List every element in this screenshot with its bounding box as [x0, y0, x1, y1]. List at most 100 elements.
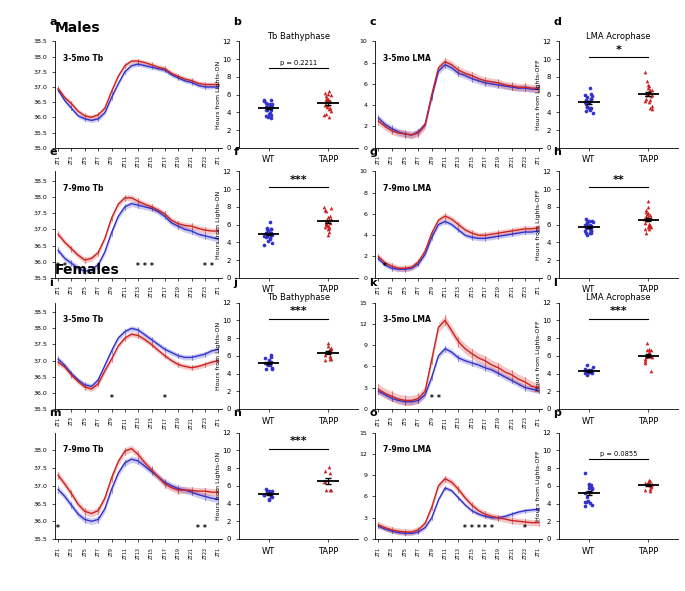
Point — [266, 105, 277, 114]
Point — [323, 90, 334, 99]
Point — [584, 365, 595, 375]
Point — [644, 222, 655, 231]
Point — [647, 86, 658, 95]
Point — [642, 351, 653, 361]
Point — [639, 354, 650, 363]
Point — [580, 226, 590, 236]
Point — [640, 215, 651, 225]
Point — [580, 468, 590, 478]
Point — [645, 476, 656, 486]
Point — [643, 208, 653, 217]
Text: g: g — [370, 147, 377, 157]
Point — [264, 99, 275, 108]
Title: Tb Bathyphase: Tb Bathyphase — [266, 31, 330, 41]
Point — [586, 226, 597, 236]
Point — [640, 224, 651, 233]
Point — [582, 360, 593, 369]
Point — [643, 477, 653, 486]
Point — [319, 88, 330, 98]
Point — [644, 87, 655, 96]
Y-axis label: Hours from Lights-ON: Hours from Lights-ON — [216, 322, 221, 390]
Point — [647, 90, 658, 100]
Point — [646, 480, 657, 490]
Text: c: c — [370, 17, 376, 27]
Point — [321, 96, 332, 106]
Title: LMA Acrophase: LMA Acrophase — [586, 293, 651, 302]
Point — [586, 221, 597, 230]
Point — [581, 223, 592, 232]
Text: k: k — [370, 278, 377, 288]
Point — [646, 92, 657, 101]
Text: *: * — [63, 262, 66, 271]
Point — [586, 365, 597, 375]
Point — [643, 202, 653, 212]
Point — [263, 488, 274, 497]
Text: m: m — [49, 408, 61, 418]
Point — [580, 90, 590, 100]
Point — [587, 362, 598, 372]
Point — [645, 103, 656, 112]
Point — [586, 229, 597, 238]
Point — [640, 212, 651, 221]
Point — [262, 112, 273, 121]
Point — [640, 356, 651, 365]
Point — [262, 488, 273, 498]
Point — [582, 371, 593, 380]
Point — [326, 344, 337, 353]
Point — [323, 86, 334, 95]
Point — [321, 217, 332, 227]
Point — [586, 91, 597, 100]
Point — [259, 231, 270, 241]
Point — [267, 363, 278, 372]
Text: *: * — [470, 524, 474, 532]
Text: Males: Males — [55, 21, 101, 35]
Point — [262, 224, 273, 233]
Point — [323, 215, 334, 225]
Point — [323, 345, 334, 355]
Point — [581, 214, 592, 223]
Point — [582, 217, 593, 226]
Point — [580, 501, 590, 511]
Point — [580, 220, 590, 230]
Point — [642, 339, 653, 348]
Point — [587, 484, 598, 493]
Point — [325, 343, 336, 353]
Point — [581, 99, 592, 109]
Point — [262, 486, 273, 495]
Point — [262, 359, 273, 368]
Point — [266, 492, 277, 501]
Point — [583, 103, 594, 112]
Point — [321, 220, 332, 230]
Point — [261, 99, 272, 108]
Point — [582, 366, 593, 376]
Point — [263, 103, 274, 113]
Point — [643, 475, 654, 485]
Text: *: * — [523, 524, 527, 532]
Point — [259, 353, 270, 362]
Point — [584, 367, 595, 376]
Point — [265, 230, 276, 240]
Point — [323, 105, 334, 114]
Point — [640, 219, 651, 228]
Point — [644, 220, 655, 229]
Point — [586, 94, 597, 103]
Text: *: * — [429, 394, 434, 402]
Y-axis label: Hours from Lights-ON: Hours from Lights-ON — [216, 60, 221, 129]
Point — [644, 81, 655, 90]
Text: d: d — [553, 17, 562, 27]
Point — [580, 365, 590, 374]
Point — [641, 95, 652, 104]
Point — [585, 220, 596, 230]
Point — [266, 229, 277, 238]
Point — [585, 104, 596, 113]
Point — [261, 224, 272, 233]
Point — [323, 228, 334, 237]
Point — [264, 233, 275, 243]
Point — [581, 106, 592, 116]
Point — [320, 219, 331, 229]
Text: *: * — [203, 262, 207, 271]
Point — [265, 110, 276, 119]
Point — [643, 97, 654, 106]
Point — [581, 220, 592, 230]
Text: *: * — [56, 524, 60, 532]
